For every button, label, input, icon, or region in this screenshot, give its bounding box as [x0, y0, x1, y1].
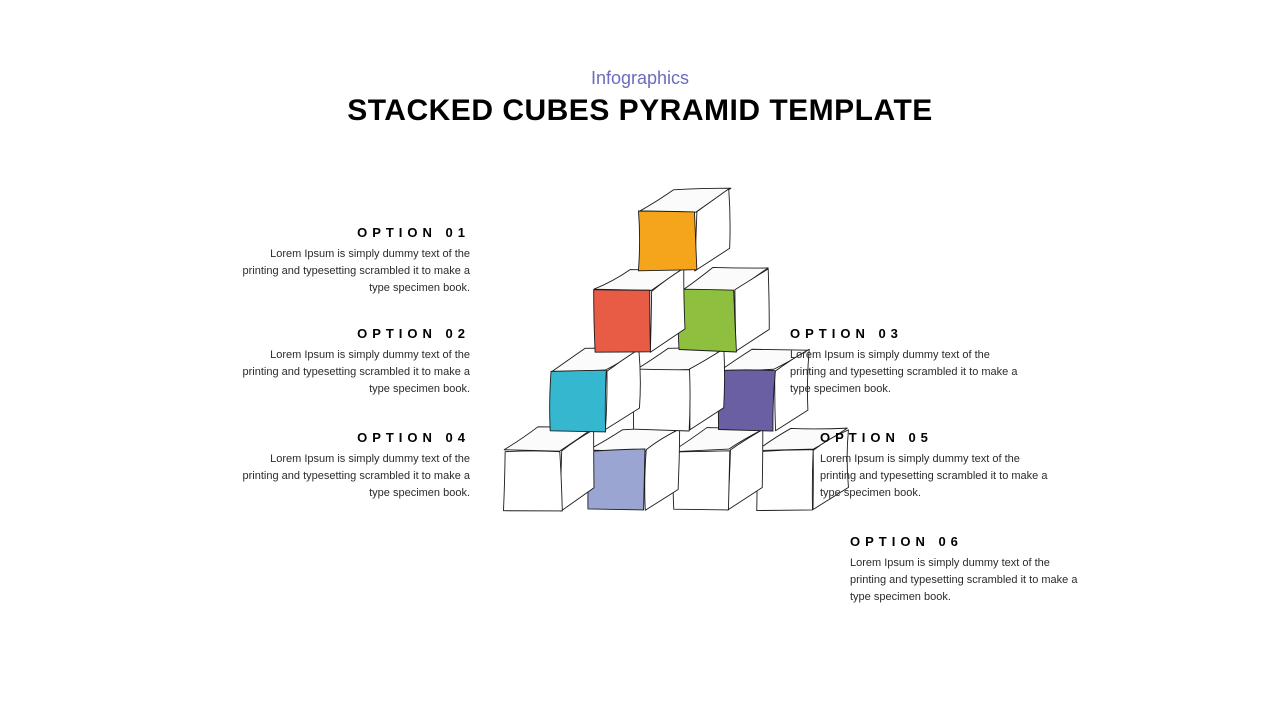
option-heading: OPTION 05 [820, 430, 1050, 445]
option-heading: OPTION 01 [240, 225, 470, 240]
cube-face [673, 451, 730, 510]
cube-face [503, 451, 562, 511]
cube-face [638, 211, 696, 271]
cube-face [594, 290, 651, 353]
infographic-stage: Infographics STACKED CUBES PYRAMID TEMPL… [0, 0, 1280, 720]
option-body: Lorem Ipsum is simply dummy text of the … [240, 246, 470, 297]
option-heading: OPTION 03 [790, 326, 1020, 341]
option-block-05: OPTION 05 Lorem Ipsum is simply dummy tex… [820, 430, 1050, 502]
option-block-04: OPTION 04 Lorem Ipsum is simply dummy tex… [240, 430, 470, 502]
page-title: STACKED CUBES PYRAMID TEMPLATE [0, 94, 1280, 128]
option-block-03: OPTION 03 Lorem Ipsum is simply dummy tex… [790, 326, 1020, 398]
option-heading: OPTION 04 [240, 430, 470, 445]
option-body: Lorem Ipsum is simply dummy text of the … [790, 347, 1020, 398]
option-block-02: OPTION 02 Lorem Ipsum is simply dummy tex… [240, 326, 470, 398]
option-body: Lorem Ipsum is simply dummy text of the … [240, 451, 470, 502]
option-body: Lorem Ipsum is simply dummy text of the … [820, 451, 1050, 502]
option-block-06: OPTION 06 Lorem Ipsum is simply dummy tex… [850, 534, 1080, 606]
cube-face [588, 449, 645, 510]
cube-face [678, 289, 736, 352]
option-heading: OPTION 06 [850, 534, 1080, 549]
option-body: Lorem Ipsum is simply dummy text of the … [850, 555, 1080, 606]
page-subtitle: Infographics [0, 68, 1280, 89]
cube-face [717, 370, 775, 431]
cube-face [633, 369, 690, 431]
option-body: Lorem Ipsum is simply dummy text of the … [240, 347, 470, 398]
option-heading: OPTION 02 [240, 326, 470, 341]
cube-face [550, 370, 607, 432]
option-block-01: OPTION 01 Lorem Ipsum is simply dummy tex… [240, 225, 470, 297]
cube-face [756, 450, 813, 511]
